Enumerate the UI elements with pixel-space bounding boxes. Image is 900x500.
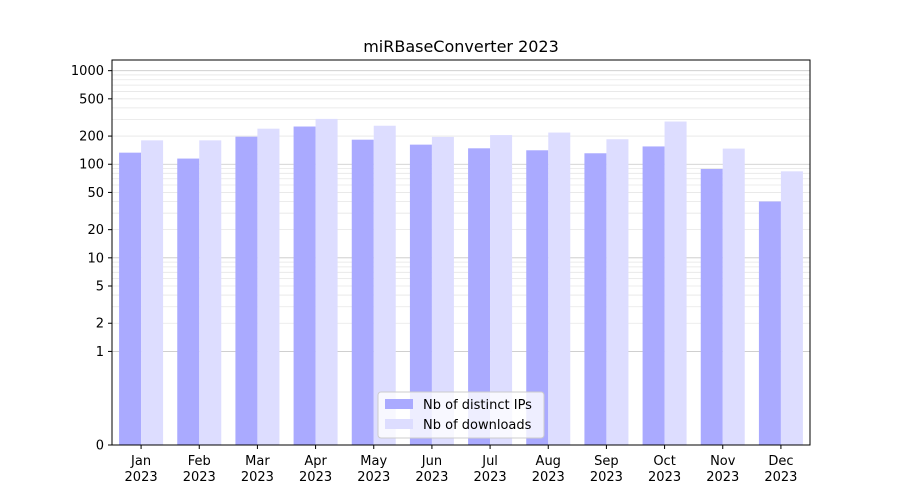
x-tick-label: May 2023	[357, 454, 390, 485]
y-tick-label: 50	[87, 186, 104, 201]
major-gridlines	[112, 70, 810, 352]
x-tick-label: Jul 2023	[474, 454, 507, 485]
y-tick-label: 10	[87, 251, 104, 266]
y-tick-label: 1000	[71, 64, 104, 79]
bar-distinct-ips	[177, 158, 200, 445]
bar-distinct-ips	[293, 126, 316, 446]
x-tick-label: Sep 2023	[590, 454, 623, 485]
bar-downloads	[664, 121, 687, 446]
x-tick-label: Jan 2023	[125, 454, 158, 485]
x-tick-label: Oct 2023	[648, 454, 681, 485]
bar-downloads	[780, 171, 803, 445]
bar-distinct-ips	[758, 201, 781, 445]
y-tick-label: 100	[79, 158, 104, 173]
bar-distinct-ips	[119, 152, 142, 445]
bar-downloads	[315, 118, 338, 445]
bar-distinct-ips	[409, 144, 432, 445]
bars	[119, 118, 803, 446]
minor-gridlines	[112, 74, 810, 324]
bar-downloads	[722, 148, 745, 445]
x-tick-label: Aug 2023	[532, 454, 565, 485]
bar-downloads	[606, 139, 629, 445]
bar-distinct-ips	[235, 136, 258, 445]
y-tick-label: 200	[79, 130, 104, 145]
legend-box	[377, 391, 545, 439]
y-tick-label: 2	[96, 317, 104, 332]
bar-distinct-ips	[351, 139, 374, 445]
legend-label: Nb of downloads	[423, 418, 532, 433]
y-tick-label: 500	[79, 92, 104, 107]
legend-swatch	[385, 419, 413, 429]
bar-downloads	[490, 135, 513, 445]
y-tick-label: 0	[96, 439, 104, 454]
bar-distinct-ips	[526, 150, 549, 445]
plot-frame	[111, 59, 811, 446]
axes: 0 1 2 5 10 20 50 100 200 500 1000 Jan 2023 Feb 2023 Mar…	[71, 59, 811, 485]
x-tick-label: Dec 2023	[764, 454, 797, 485]
y-tick-label: 20	[87, 223, 104, 238]
bar-distinct-ips	[642, 146, 665, 446]
bar-downloads	[431, 136, 454, 446]
legend-swatch	[385, 399, 413, 409]
bar-downloads	[373, 125, 396, 445]
legend-label: Nb of distinct IPs	[423, 398, 532, 413]
x-tick-label: Feb 2023	[183, 454, 216, 485]
y-tick-label: 5	[96, 280, 104, 295]
bar-distinct-ips	[584, 153, 607, 445]
x-tick-label: Apr 2023	[299, 454, 332, 485]
x-tick-label: Jun 2023	[415, 454, 448, 485]
chart-title: miRBaseConverter 2023	[363, 37, 559, 56]
x-tick-label: Nov 2023	[706, 454, 739, 485]
bar-downloads	[548, 132, 571, 445]
bar-distinct-ips	[700, 168, 723, 445]
bar-downloads	[141, 140, 164, 445]
bar-distinct-ips	[468, 148, 491, 446]
y-tick-label: 1	[96, 345, 104, 360]
legend: Nb of distinct IPs Nb of downloads	[377, 391, 545, 439]
x-tick-label: Mar 2023	[241, 454, 274, 485]
bar-downloads	[257, 128, 280, 445]
bar-downloads	[199, 140, 222, 445]
